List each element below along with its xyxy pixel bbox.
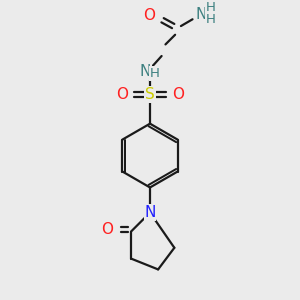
Text: N: N bbox=[144, 205, 156, 220]
Text: O: O bbox=[116, 87, 128, 102]
Text: N: N bbox=[196, 7, 207, 22]
Text: N: N bbox=[140, 64, 151, 79]
Text: O: O bbox=[101, 222, 113, 237]
Text: O: O bbox=[143, 8, 155, 23]
Text: H: H bbox=[206, 13, 216, 26]
Text: H: H bbox=[150, 67, 160, 80]
Text: S: S bbox=[145, 87, 155, 102]
Text: H: H bbox=[206, 1, 216, 14]
Text: O: O bbox=[172, 87, 184, 102]
